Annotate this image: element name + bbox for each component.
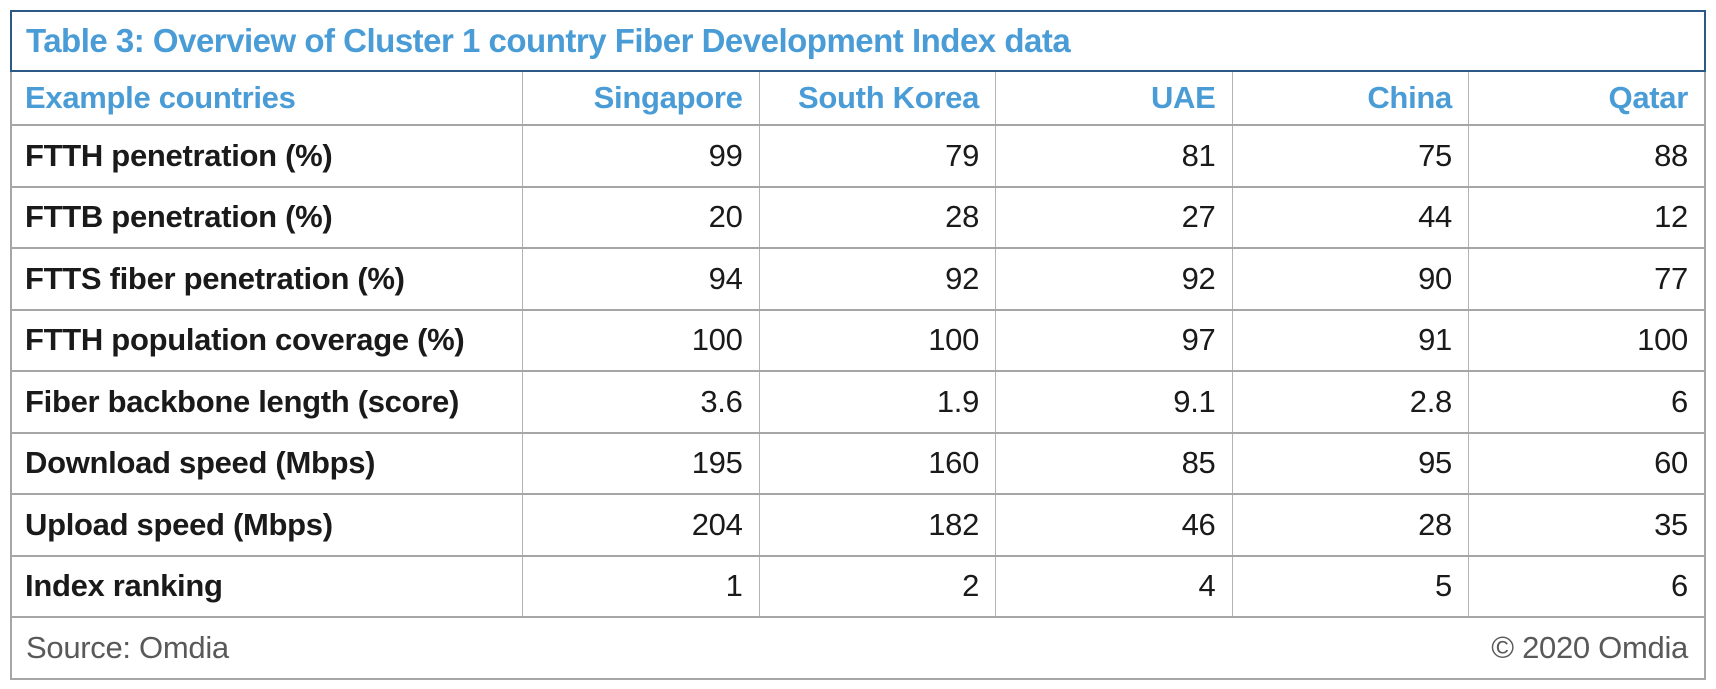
table-cell: 88 (1467, 124, 1706, 188)
table-cell: 100 (1467, 308, 1706, 372)
row-label: Index ranking (10, 554, 524, 618)
table-row-download-speed: Download speed (Mbps) 195 160 85 95 60 (10, 431, 1706, 495)
table-cell: 94 (522, 247, 760, 311)
table-row-ftts-fiber-penetration: FTTS fiber penetration (%) 94 92 92 90 7… (10, 247, 1706, 311)
table-cell: 5 (1231, 554, 1469, 618)
copyright-text: © 2020 Omdia (1491, 630, 1688, 665)
table-cell: 195 (522, 431, 760, 495)
column-header-singapore: Singapore (522, 72, 760, 126)
table-cell: 99 (522, 124, 760, 188)
table-footer: Source: Omdia © 2020 Omdia (10, 618, 1706, 680)
table-cell: 95 (1231, 431, 1469, 495)
table-cell: 85 (995, 431, 1233, 495)
table-cell: 182 (758, 493, 997, 557)
table-cell: 75 (1231, 124, 1469, 188)
table-cell: 44 (1231, 185, 1469, 249)
header-row: Example countries Singapore South Korea … (10, 72, 1706, 126)
table-cell: 1.9 (758, 370, 997, 434)
table-cell: 6 (1467, 554, 1706, 618)
table-cell: 97 (995, 308, 1233, 372)
table-row-ftth-population-coverage: FTTH population coverage (%) 100 100 97 … (10, 308, 1706, 372)
column-header-china: China (1231, 72, 1469, 126)
row-label: Fiber backbone length (score) (10, 370, 524, 434)
column-header-uae: UAE (995, 72, 1233, 126)
column-header-qatar: Qatar (1467, 72, 1706, 126)
table-cell: 60 (1467, 431, 1706, 495)
row-label: FTTH penetration (%) (10, 124, 524, 188)
row-label: Upload speed (Mbps) (10, 493, 524, 557)
table-cell: 100 (758, 308, 997, 372)
table-row-upload-speed: Upload speed (Mbps) 204 182 46 28 35 (10, 493, 1706, 557)
table-cell: 35 (1467, 493, 1706, 557)
table-title: Table 3: Overview of Cluster 1 country F… (26, 22, 1071, 59)
table-cell: 92 (995, 247, 1233, 311)
table-cell: 3.6 (522, 370, 760, 434)
table-cell: 77 (1467, 247, 1706, 311)
table-cell: 46 (995, 493, 1233, 557)
table-cell: 91 (1231, 308, 1469, 372)
table-row-index-ranking: Index ranking 1 2 4 5 6 (10, 554, 1706, 618)
table-cell: 100 (522, 308, 760, 372)
table-cell: 27 (995, 185, 1233, 249)
table-cell: 1 (522, 554, 760, 618)
row-label: FTTH population coverage (%) (10, 308, 524, 372)
table-cell: 2 (758, 554, 997, 618)
table-cell: 20 (522, 185, 760, 249)
fdi-table: Table 3: Overview of Cluster 1 country F… (10, 10, 1706, 680)
table-cell: 79 (758, 124, 997, 188)
table-row-fttb-penetration: FTTB penetration (%) 20 28 27 44 12 (10, 185, 1706, 249)
row-label: Download speed (Mbps) (10, 431, 524, 495)
table-row-ftth-penetration: FTTH penetration (%) 99 79 81 75 88 (10, 124, 1706, 188)
source-text: Source: Omdia (26, 630, 229, 665)
table-cell: 204 (522, 493, 760, 557)
table-cell: 92 (758, 247, 997, 311)
table-cell: 160 (758, 431, 997, 495)
row-label: FTTB penetration (%) (10, 185, 524, 249)
data-table: Example countries Singapore South Korea … (10, 72, 1706, 618)
table-cell: 2.8 (1231, 370, 1469, 434)
row-label: FTTS fiber penetration (%) (10, 247, 524, 311)
table-cell: 4 (995, 554, 1233, 618)
column-header-south-korea: South Korea (758, 72, 997, 126)
table-row-fiber-backbone-length: Fiber backbone length (score) 3.6 1.9 9.… (10, 370, 1706, 434)
table-cell: 12 (1467, 185, 1706, 249)
table-cell: 81 (995, 124, 1233, 188)
table-cell: 28 (1231, 493, 1469, 557)
table-title-bar: Table 3: Overview of Cluster 1 country F… (10, 10, 1706, 72)
table-cell: 90 (1231, 247, 1469, 311)
table-cell: 9.1 (995, 370, 1233, 434)
table-cell: 6 (1467, 370, 1706, 434)
column-header-example-countries: Example countries (10, 72, 524, 126)
table-cell: 28 (758, 185, 997, 249)
